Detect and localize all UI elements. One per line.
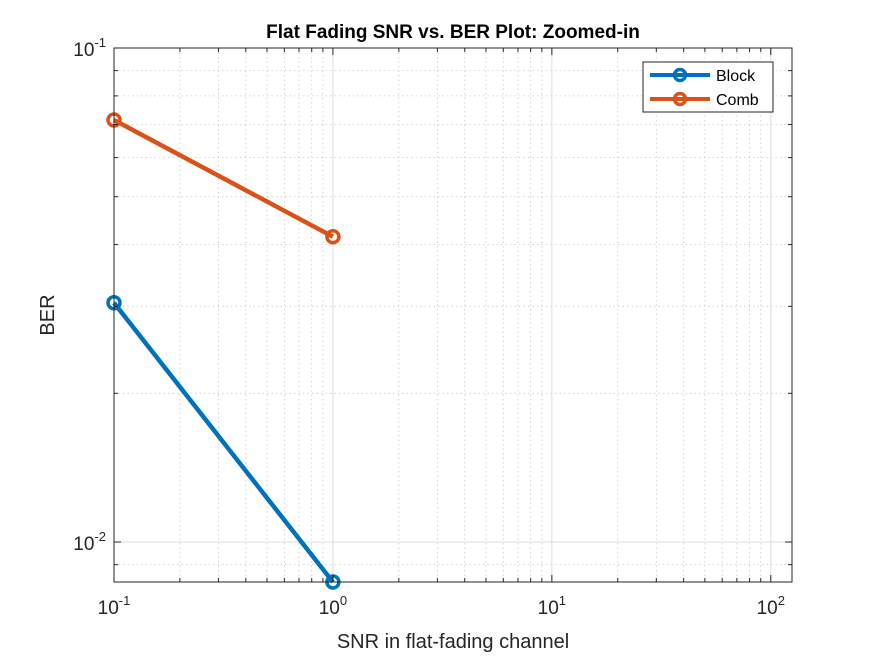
legend-entry-comb: Comb [650, 91, 759, 109]
plot-area [114, 48, 792, 582]
y-tick-label: 10-1 [73, 35, 106, 61]
x-axis-label: SNR in flat-fading channel [337, 631, 569, 653]
x-tick-label: 100 [319, 593, 347, 619]
tick-marks [113, 47, 792, 582]
minor-grid [114, 48, 792, 582]
y-tick-label: 10-2 [73, 529, 106, 555]
x-tick-label: 102 [757, 593, 785, 619]
legend-box [642, 61, 774, 113]
data-point-comb [325, 228, 341, 245]
legend-marker-block [672, 67, 688, 83]
x-tick-labels: 10-1 100 101 102 [98, 593, 785, 619]
legend-entry-block: Block [650, 67, 756, 85]
legend-marker-comb [672, 91, 688, 107]
x-tick-label: 10-1 [98, 593, 131, 619]
legend: Block Comb [642, 61, 774, 113]
series-line-block [112, 301, 335, 584]
series-line-comb [112, 118, 334, 239]
legend-label-block: Block [716, 68, 756, 85]
axes-box [113, 47, 793, 583]
x-tick-label: 101 [538, 593, 566, 619]
legend-label-comb: Comb [716, 92, 759, 109]
chart-title: Flat Fading SNR vs. BER Plot: Zoomed-in [266, 22, 640, 43]
y-axis-label: BER [37, 294, 59, 335]
y-tick-labels: 10-2 10-1 [73, 35, 106, 555]
